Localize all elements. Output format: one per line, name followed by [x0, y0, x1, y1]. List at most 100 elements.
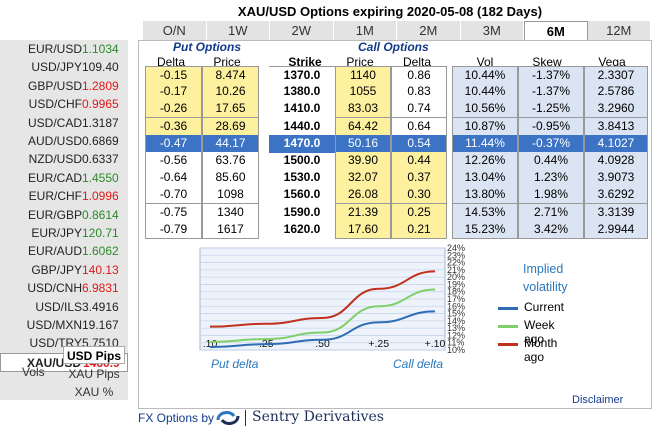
call-delta-cell: 0.54 — [391, 134, 447, 153]
table-row[interactable]: -0.79 1617 1620.0 17.60 0.21 15.23% 3.42% 2.994… — [145, 220, 648, 239]
skew-header: Skew — [532, 55, 562, 69]
ticker-row-eur-jpy[interactable]: EUR/JPY 120.71 — [0, 224, 128, 243]
ticker-price: 0.9965 — [82, 97, 119, 112]
tab-2m[interactable]: 2M — [397, 21, 461, 40]
put-delta-axis-label: Put delta — [211, 357, 259, 371]
ticker-row-eur-chf[interactable]: EUR/CHF 1.0996 — [0, 187, 128, 206]
call-price-cell: 1055 — [335, 83, 391, 102]
disclaimer-link[interactable]: Disclaimer — [572, 394, 624, 406]
strike-cell: 1620.0 — [283, 221, 321, 236]
brand-name: Sentry Derivatives — [252, 409, 384, 425]
skew-cell: -1.37% — [518, 83, 584, 102]
table-row[interactable]: -0.36 28.69 1440.0 64.42 0.64 10.87% -0.95% 3.8… — [145, 117, 648, 136]
ticker-row-eur-usd[interactable]: EUR/USD 1.1034 — [0, 40, 128, 59]
strike-cell: 1560.0 — [283, 187, 321, 202]
vol-cell: 15.23% — [452, 220, 518, 239]
ticker-row-usd-mxn[interactable]: USD/MXN 19.167 — [0, 316, 128, 335]
call-price-cell: 1140 — [335, 66, 391, 84]
tab-12m[interactable]: 12M — [587, 21, 651, 40]
table-row[interactable]: -0.15 8.474 1370.0 1140 0.86 10.44% -1.37% 2.33… — [145, 66, 648, 84]
ticker-row-eur-gbp[interactable]: EUR/GBP 0.8614 — [0, 206, 128, 225]
put-delta-cell: -0.79 — [145, 220, 202, 239]
footer-divider — [245, 410, 246, 426]
table-row[interactable]: -0.70 1098 1560.0 26.08 0.30 13.80% 1.98% 3.629… — [145, 186, 648, 205]
table-row[interactable]: -0.17 10.26 1380.0 1055 0.83 10.44% -1.37% 2.57… — [145, 83, 648, 102]
table-row[interactable]: -0.56 63.76 1500.0 39.90 0.44 12.26% 0.44% 4.09… — [145, 152, 648, 170]
ticker-symbol: EUR/JPY — [31, 226, 82, 240]
put-delta-cell: -0.56 — [145, 152, 202, 170]
vega-cell: 3.9073 — [584, 169, 648, 188]
legend-swatch — [498, 343, 518, 346]
series-line-month-ago — [209, 270, 436, 328]
x-tick-label: .10 — [203, 338, 218, 350]
vega-cell: 2.5786 — [584, 83, 648, 102]
strike-cell: 1440.0 — [283, 118, 321, 133]
vol-cell: 14.53% — [452, 203, 518, 222]
vega-cell: 2.3307 — [584, 66, 648, 84]
ticker-symbol: USD/CNH — [27, 281, 82, 296]
ticker-row-usd-jpy[interactable]: USD/JPY 109.40 — [0, 58, 128, 77]
tab-1w[interactable]: 1W — [206, 21, 270, 40]
skew-cell: -0.37% — [518, 134, 584, 153]
ticker-symbol: GBP/USD — [27, 78, 82, 93]
y-tick-label: 16% — [447, 301, 465, 311]
skew-cell: 2.71% — [518, 203, 584, 222]
tab-2w[interactable]: 2W — [270, 21, 334, 40]
put-price-cell: 63.76 — [202, 152, 259, 170]
put-options-heading: Put Options — [173, 40, 241, 54]
ticker-price: 19.167 — [82, 318, 119, 332]
table-row[interactable]: -0.26 17.65 1410.0 83.03 0.74 10.56% -1.25% 3.2… — [145, 100, 648, 119]
ticker-price: 1.6062 — [82, 244, 119, 259]
usd-pips-button[interactable]: USD Pips — [63, 346, 125, 364]
y-tick-label: 12% — [447, 330, 465, 340]
table-row[interactable]: -0.47 44.17 1470.0 50.16 0.54 11.44% -0.37% 4.1… — [145, 134, 648, 153]
tab-on[interactable]: O/N — [143, 21, 207, 40]
put-price-cell: 44.17 — [202, 134, 259, 153]
call-delta-cell: 0.37 — [391, 169, 447, 188]
implied-vol-chart: 24% 23% 22% 21% 20% 19% 18% 17% 16% 15% 14% 13% 12% 1… — [198, 243, 518, 356]
series-line-current — [209, 310, 436, 349]
sentry-logo-icon — [214, 408, 242, 428]
xau-percent-button[interactable]: XAU % — [74, 385, 114, 399]
call-price-cell: 32.07 — [335, 169, 391, 188]
call-delta-axis-label: Call delta — [393, 357, 444, 371]
y-tick-label: 22% — [447, 258, 465, 268]
skew-cell: 3.42% — [518, 220, 584, 239]
put-price-cell: 85.60 — [202, 169, 259, 188]
strike-cell: 1470.0 — [269, 134, 335, 153]
put-delta-cell: -0.36 — [145, 117, 202, 136]
ticker-row-usd-chf[interactable]: USD/CHF 0.9965 — [0, 95, 128, 114]
put-price-cell: 28.69 — [202, 117, 259, 136]
vol-cell: 10.44% — [452, 83, 518, 102]
chart-svg: 24%23%22%21%20%19%18%17%16%15%14%13%12%1… — [199, 243, 465, 355]
ticker-row-gbp-usd[interactable]: GBP/USD 1.2809 — [0, 77, 128, 96]
ticker-row-usd-cad[interactable]: USD/CAD 1.3187 — [0, 114, 128, 133]
ticker-sidebar: EUR/USD 1.1034 USD/JPY 109.40 GBP/USD 1.2809 U… — [0, 40, 128, 400]
ticker-row-usd-cnh[interactable]: USD/CNH 6.9831 — [0, 279, 128, 298]
ticker-row-nzd-usd[interactable]: NZD/USD 0.6337 — [0, 150, 128, 169]
series-line-week-ago — [209, 288, 436, 343]
tab-6m[interactable]: 6M — [524, 21, 588, 40]
vol-cell: 11.44% — [452, 134, 518, 153]
vol-cell: 10.44% — [452, 66, 518, 84]
ticker-price: 140.13 — [82, 262, 119, 277]
ticker-row-usd-ils[interactable]: USD/ILS 3.4916 — [0, 298, 128, 317]
ticker-row-aud-usd[interactable]: AUD/USD 0.6869 — [0, 132, 128, 151]
vega-cell: 2.9944 — [584, 220, 648, 239]
ticker-row-eur-cad[interactable]: EUR/CAD 1.4550 — [0, 169, 128, 188]
tab-3m[interactable]: 3M — [460, 21, 524, 40]
put-price-cell: 1098 — [202, 186, 259, 205]
table-row[interactable]: -0.75 1340 1590.0 21.39 0.25 14.53% 2.71% 3.313… — [145, 203, 648, 222]
vega-cell: 3.8413 — [584, 117, 648, 136]
call-delta-cell: 0.74 — [391, 100, 447, 119]
tab-1m[interactable]: 1M — [333, 21, 397, 40]
ticker-row-eur-aud[interactable]: EUR/AUD 1.6062 — [0, 242, 128, 261]
y-tick-label: 18% — [447, 287, 465, 297]
ticker-symbol: USD/CAD — [27, 115, 82, 130]
y-tick-label: 15% — [447, 309, 465, 319]
table-row[interactable]: -0.64 85.60 1530.0 32.07 0.37 13.04% 1.23% 3.90… — [145, 169, 648, 188]
xau-pips-button[interactable]: XAU Pips — [68, 367, 120, 381]
ticker-price: 1.1034 — [82, 42, 119, 56]
ticker-symbol: EUR/CAD — [27, 170, 82, 185]
ticker-row-gbp-jpy[interactable]: GBP/JPY 140.13 — [0, 261, 128, 280]
